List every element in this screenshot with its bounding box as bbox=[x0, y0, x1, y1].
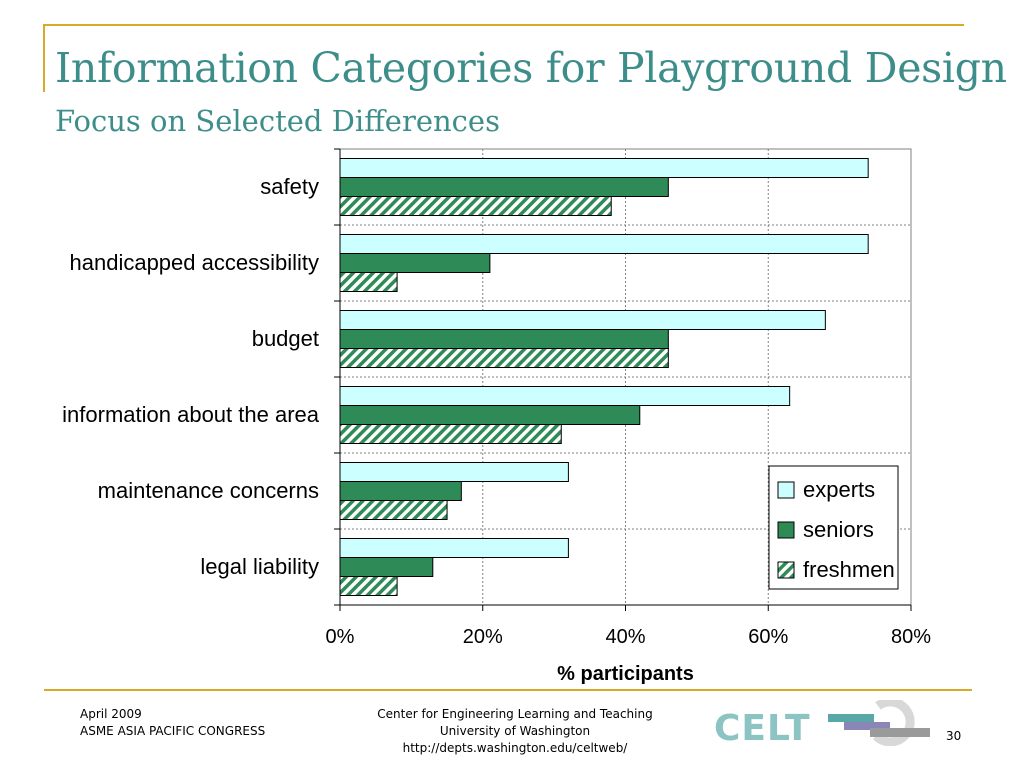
bar-experts bbox=[339, 462, 569, 482]
category-label: safety bbox=[260, 174, 319, 199]
bar-experts bbox=[339, 234, 869, 254]
legend-label: seniors bbox=[803, 517, 874, 542]
x-tick-label: 20% bbox=[463, 626, 503, 648]
x-tick-label: 40% bbox=[605, 626, 645, 648]
bar-experts bbox=[339, 310, 826, 330]
bar-seniors bbox=[339, 177, 669, 197]
slide-top-rule bbox=[44, 24, 964, 26]
legend-swatch-seniors bbox=[777, 521, 795, 539]
bar-seniors bbox=[339, 253, 491, 273]
legend-label: freshmen bbox=[803, 557, 895, 582]
celt-logo-text: CELT bbox=[714, 708, 811, 749]
x-tick-label: 80% bbox=[891, 626, 931, 648]
category-label: legal liability bbox=[200, 554, 319, 579]
legend-swatch-experts bbox=[777, 481, 795, 499]
category-label: information about the area bbox=[62, 402, 320, 427]
celt-logo-mark bbox=[828, 700, 930, 746]
bar-seniors bbox=[339, 405, 641, 425]
bar-freshmen bbox=[339, 348, 669, 368]
bar-freshmen bbox=[339, 576, 398, 596]
footer-event: ASME ASIA PACIFIC CONGRESS bbox=[80, 724, 266, 738]
bar-seniors bbox=[339, 557, 434, 577]
footer-center: Center for Engineering Learning and Teac… bbox=[340, 706, 690, 757]
bar-freshmen bbox=[339, 272, 398, 292]
footer-date: April 2009 bbox=[80, 707, 142, 721]
bar-freshmen bbox=[339, 424, 562, 444]
slide-subtitle: Focus on Selected Differences bbox=[55, 104, 500, 138]
footer-rule bbox=[44, 689, 972, 691]
x-tick-label: 0% bbox=[326, 626, 355, 648]
legend-label: experts bbox=[803, 477, 875, 502]
slide-left-rule bbox=[43, 24, 45, 92]
footer-center-line3: http://depts.washington.edu/celtweb/ bbox=[402, 741, 628, 755]
bar-experts bbox=[339, 386, 791, 406]
footer-left: April 2009 ASME ASIA PACIFIC CONGRESS bbox=[80, 706, 265, 740]
category-label: budget bbox=[252, 326, 319, 351]
legend-swatch-freshmen bbox=[777, 561, 795, 579]
page-number: 30 bbox=[946, 729, 962, 743]
category-label: maintenance concerns bbox=[98, 478, 319, 503]
bar-experts bbox=[339, 538, 569, 558]
footer-center-line1: Center for Engineering Learning and Teac… bbox=[377, 707, 653, 721]
category-label: handicapped accessibility bbox=[70, 250, 320, 275]
bar-freshmen bbox=[339, 500, 448, 520]
bar-experts bbox=[339, 158, 869, 178]
bar-seniors bbox=[339, 481, 462, 501]
x-axis-title: % participants bbox=[557, 663, 694, 685]
bar-seniors bbox=[339, 329, 669, 349]
bar-freshmen bbox=[339, 196, 612, 216]
slide-title: Information Categories for Playground De… bbox=[55, 44, 1007, 92]
bar-chart: 0% 20% 40% 60% 80% safety handicapped accessib… bbox=[62, 148, 931, 685]
x-tick-label: 60% bbox=[748, 626, 788, 648]
footer-center-line2: University of Washington bbox=[439, 724, 591, 738]
